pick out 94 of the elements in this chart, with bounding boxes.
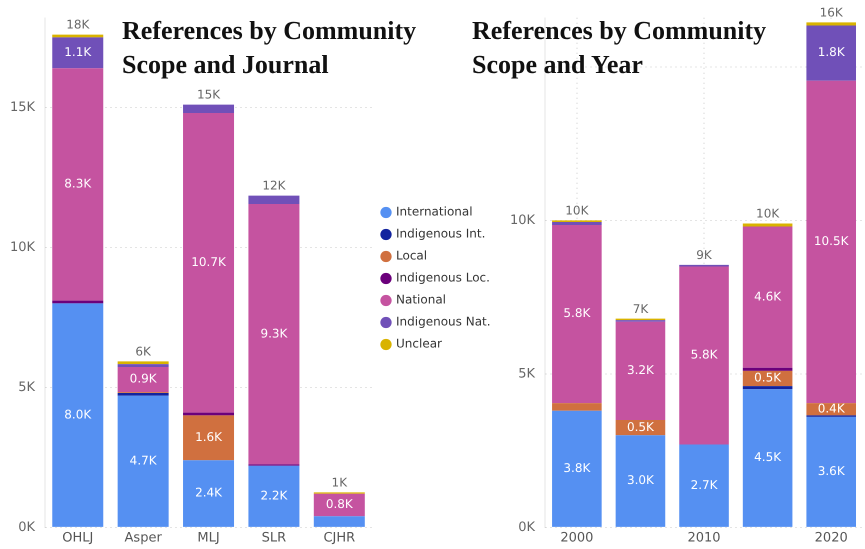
bar	[552, 410, 602, 527]
bar	[183, 104, 234, 113]
data-label: 8.3K	[64, 176, 92, 191]
y-tick-label: 10K	[510, 212, 536, 228]
bar	[52, 303, 104, 527]
bar	[183, 415, 234, 460]
total-label: 1K	[332, 476, 348, 490]
bar	[248, 466, 300, 527]
data-label: 10.7K	[191, 254, 227, 269]
bar	[248, 196, 300, 204]
legend-label: Indigenous Loc.	[396, 270, 490, 285]
data-label: 1.8K	[818, 45, 846, 60]
bar	[52, 34, 104, 38]
data-label: 5.8K	[563, 306, 592, 320]
data-label: 0.5K	[626, 420, 656, 434]
x-tick-label: 2000	[560, 530, 594, 546]
total-label: 10K	[756, 206, 780, 221]
legend-label: Indigenous Int.	[396, 226, 486, 241]
total-label: 15K	[196, 88, 222, 102]
x-tick-label: SLR	[262, 530, 286, 546]
bar	[679, 266, 729, 445]
legend-label: National	[396, 292, 446, 307]
total-label: 18K	[66, 18, 90, 32]
bar	[118, 364, 169, 367]
total-label: 16K	[820, 6, 844, 20]
legend-label: Unclear	[396, 336, 442, 351]
y-tick-label: 10K	[10, 240, 36, 255]
x-tick-label: 2020	[814, 530, 848, 546]
bar	[742, 386, 792, 390]
data-label: 0.8K	[326, 497, 354, 512]
data-label: 3.8K	[563, 460, 592, 475]
x-tick-label: Asper	[124, 530, 162, 546]
data-label: 3.0K	[626, 473, 656, 488]
legend-label: International	[396, 204, 473, 219]
bar	[52, 68, 104, 301]
bar	[679, 444, 729, 527]
data-label: 9.3K	[260, 326, 289, 340]
total-label: 10K	[565, 204, 590, 218]
x-tick-label: 2010	[687, 530, 721, 546]
data-label: 4.7K	[130, 453, 158, 468]
bar	[118, 366, 169, 392]
data-label: 4.5K	[754, 450, 782, 464]
data-label: 0.4K	[818, 401, 846, 416]
y-tick-label: 5K	[518, 366, 536, 382]
data-label: 4.6K	[754, 289, 782, 304]
bar	[52, 300, 104, 304]
data-label: 5.8K	[690, 348, 719, 362]
bar	[806, 80, 856, 404]
data-label: 2.4K	[195, 486, 224, 500]
data-label: 1.1K	[64, 44, 92, 59]
bar	[806, 416, 856, 527]
bar	[616, 322, 666, 420]
bar	[183, 412, 234, 416]
data-label: 2.2K	[260, 488, 289, 502]
total-label: 7K	[632, 302, 650, 316]
text: References by Community Scope and Journal	[122, 15, 418, 81]
y-tick-label: 15K	[10, 100, 36, 115]
bar	[742, 226, 792, 368]
data-label: 3.2K	[626, 362, 656, 377]
x-tick-label: OHLJ	[62, 530, 94, 546]
data-label: 2.7K	[690, 478, 719, 492]
legend-label: Indigenous Nat.	[396, 314, 491, 329]
data-label: 8.0K	[64, 407, 92, 422]
bar	[806, 25, 856, 81]
bar	[742, 368, 792, 371]
y-tick-label: 0K	[18, 520, 36, 535]
bar	[248, 204, 300, 464]
bar	[616, 435, 666, 527]
total-label: 12K	[262, 178, 287, 193]
total-label: 6K	[135, 344, 152, 358]
x-tick-label: MLJ	[197, 530, 220, 546]
bar	[552, 403, 602, 411]
data-label: 0.9K	[130, 372, 158, 386]
bar	[806, 22, 856, 26]
x-tick-label: CJHR	[323, 530, 356, 546]
data-label: 0.5K	[754, 370, 782, 385]
bar	[118, 393, 169, 396]
y-tick-label: 0K	[518, 520, 536, 535]
bar	[552, 222, 602, 226]
bar	[742, 223, 792, 227]
data-label: 10.5K	[814, 234, 850, 248]
total-label: 9K	[696, 248, 713, 262]
bar	[183, 460, 234, 527]
bar	[552, 225, 602, 404]
bar	[314, 516, 365, 527]
bar	[118, 396, 169, 527]
bar	[52, 37, 104, 68]
bar	[742, 389, 792, 527]
text: References by Community Scope and Year	[472, 15, 768, 81]
data-label: 3.6K	[818, 464, 846, 478]
legend-label: Local	[396, 248, 428, 263]
bar	[183, 113, 234, 413]
y-tick-label: 5K	[18, 380, 36, 395]
data-label: 1.6K	[195, 430, 224, 444]
